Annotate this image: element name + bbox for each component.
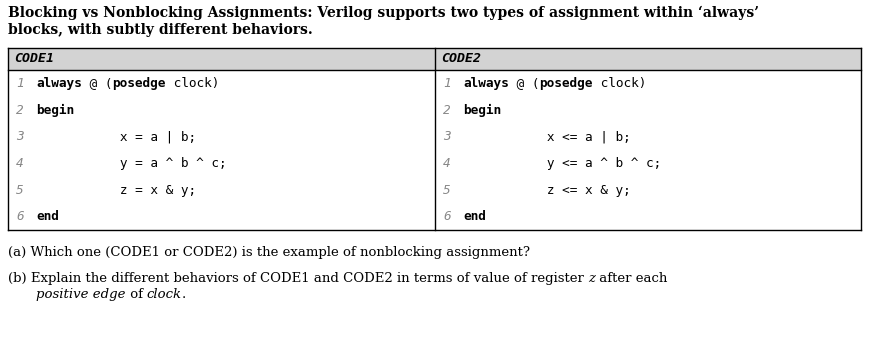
Text: y = a ^ b ^ c;: y = a ^ b ^ c; [36,157,227,170]
Text: end: end [36,210,59,223]
Bar [8,48,435,70]
Text: end: end [463,210,486,223]
Text: 6: 6 [16,210,23,223]
Text: (b) Explain the different behaviors of CODE1 and CODE2 in terms of value of regi: (b) Explain the different behaviors of C… [8,272,588,285]
Text: x = a | b;: x = a | b; [36,130,196,143]
Text: 6: 6 [443,210,451,223]
Text: 4: 4 [16,157,23,170]
Text: clock): clock) [166,77,219,90]
Text: @ (: @ ( [82,77,112,90]
Text: begin: begin [463,103,501,117]
Text: begin: begin [36,103,74,117]
Text: 3: 3 [443,130,451,143]
Text: clock): clock) [593,77,646,90]
Text: (a) Which one (CODE1 or CODE2) is the example of nonblocking assignment?: (a) Which one (CODE1 or CODE2) is the ex… [8,246,530,259]
Text: CODE1: CODE1 [14,52,54,65]
Text: clock: clock [147,288,182,301]
Text: Blocking vs Nonblocking Assignments: Verilog supports two types of assignment wi: Blocking vs Nonblocking Assignments: Ver… [8,6,759,20]
Text: 1: 1 [16,77,23,90]
Text: always: always [36,77,82,90]
Text: z = x & y;: z = x & y; [36,184,196,196]
Bar [435,48,861,70]
Text: posedge: posedge [540,77,593,90]
Text: blocks, with subtly different behaviors.: blocks, with subtly different behaviors. [8,23,313,37]
Text: 3: 3 [16,130,23,143]
Text: .: . [182,288,186,301]
Text: 5: 5 [16,184,23,196]
Text: 4: 4 [443,157,451,170]
Text: posedge: posedge [112,77,166,90]
Text: always: always [463,77,508,90]
Text: of: of [125,288,147,301]
Text: 1: 1 [443,77,451,90]
Text: positive edge: positive edge [36,288,125,301]
Text: z: z [588,272,595,285]
Text: after each: after each [595,272,667,285]
Text: 5: 5 [443,184,451,196]
Text: @ (: @ ( [508,77,540,90]
Text: x <= a | b;: x <= a | b; [463,130,631,143]
Text: y <= a ^ b ^ c;: y <= a ^ b ^ c; [463,157,661,170]
Text: 2: 2 [16,104,23,117]
Text: z <= x & y;: z <= x & y; [463,184,631,196]
Text: CODE2: CODE2 [441,52,481,65]
Text: 2: 2 [443,104,451,117]
